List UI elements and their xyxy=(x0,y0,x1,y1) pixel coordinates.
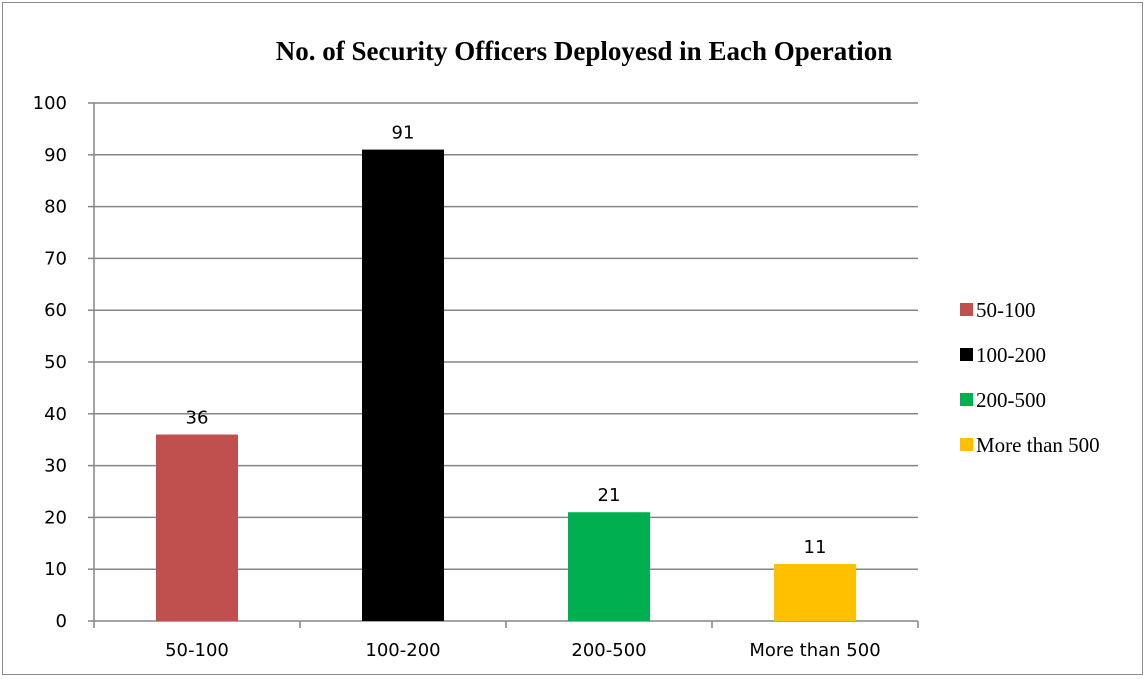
data-label: 91 xyxy=(392,123,415,144)
legend-swatch xyxy=(960,348,973,361)
bar-1 xyxy=(362,149,444,621)
y-tick-label: 30 xyxy=(44,456,67,477)
bar-3 xyxy=(774,564,856,621)
legend-label: More than 500 xyxy=(976,433,1100,457)
y-tick-label: 100 xyxy=(33,93,67,114)
legend-label: 200-500 xyxy=(976,388,1046,412)
bar-2 xyxy=(568,512,650,621)
x-tick-label: 50-100 xyxy=(165,640,229,661)
y-tick-label: 60 xyxy=(44,300,67,321)
x-tick-label: 100-200 xyxy=(365,640,440,661)
data-label: 36 xyxy=(186,408,209,429)
axes: 0 10 20 30 40 50 60 70 80 90 100 50-100 100-200 200-5… xyxy=(33,93,919,661)
y-tick-label: 50 xyxy=(44,352,67,373)
bars xyxy=(156,149,856,621)
y-tick-label: 90 xyxy=(44,145,67,166)
y-tick-label: 10 xyxy=(44,559,67,580)
legend: 50-100 100-200 200-500 More than 500 xyxy=(960,298,1100,457)
data-label: 21 xyxy=(598,485,621,506)
data-label: 11 xyxy=(804,537,827,558)
y-tick-label: 20 xyxy=(44,507,67,528)
y-tick-label: 80 xyxy=(44,197,67,218)
data-labels: 36 91 21 11 xyxy=(186,123,827,558)
legend-swatch xyxy=(960,393,973,406)
chart-title: No. of Security Officers Deployesd in Ea… xyxy=(276,36,892,66)
legend-label: 100-200 xyxy=(976,343,1046,367)
y-tick-label: 40 xyxy=(44,404,67,425)
x-tick-label: More than 500 xyxy=(749,640,880,661)
bar-0 xyxy=(156,434,238,621)
y-tick-label: 70 xyxy=(44,248,67,269)
legend-swatch xyxy=(960,438,973,451)
x-tick-label: 200-500 xyxy=(571,640,646,661)
bar-chart: No. of Security Officers Deployesd in Ea… xyxy=(33,36,1100,661)
legend-swatch xyxy=(960,303,973,316)
y-tick-label: 0 xyxy=(56,611,67,632)
legend-label: 50-100 xyxy=(976,298,1036,322)
